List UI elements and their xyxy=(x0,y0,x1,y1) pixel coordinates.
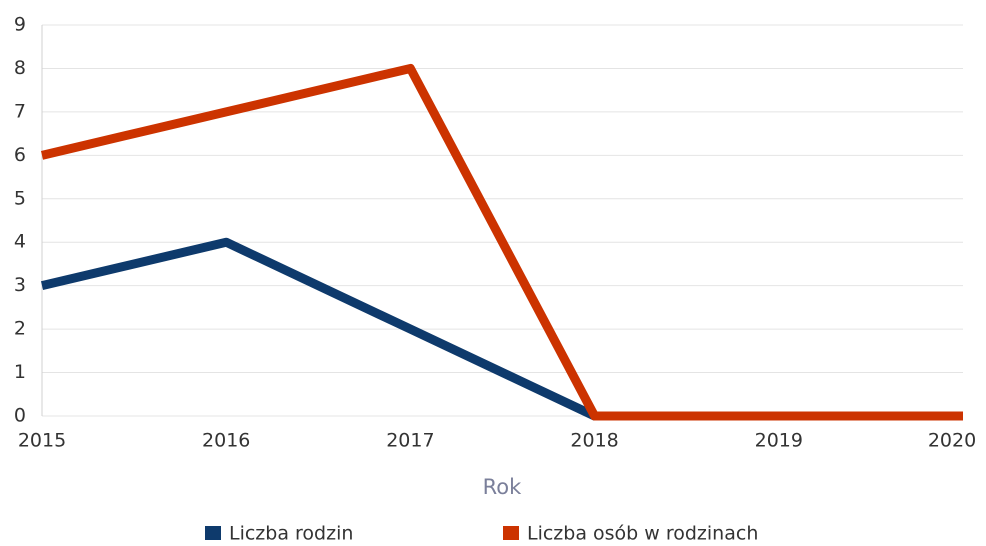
series-line xyxy=(40,63,963,421)
y-tick-label: 6 xyxy=(14,144,26,166)
y-tick-label: 0 xyxy=(14,405,26,427)
y-tick-label: 1 xyxy=(14,361,26,383)
y-tick-label: 5 xyxy=(14,187,26,209)
legend-swatch xyxy=(503,526,519,540)
x-tick-label: 2019 xyxy=(755,430,803,452)
x-tick-label: 2015 xyxy=(18,430,66,452)
legend-swatch xyxy=(205,526,221,540)
y-tick-label: 8 xyxy=(14,57,26,79)
y-tick-label: 7 xyxy=(14,100,26,122)
x-tick-label: 2020 xyxy=(928,430,976,452)
y-tick-label: 3 xyxy=(14,274,26,296)
legend-label: Liczba osób w rodzinach xyxy=(527,523,758,545)
x-axis-title: Rok xyxy=(483,475,522,499)
x-tick-label: 2018 xyxy=(570,430,618,452)
legend-label: Liczba rodzin xyxy=(229,523,353,545)
x-tick-label: 2016 xyxy=(202,430,250,452)
y-tick-label: 9 xyxy=(14,14,26,36)
y-tick-label: 4 xyxy=(14,231,26,253)
y-tick-label: 2 xyxy=(14,318,26,340)
x-tick-label: 2017 xyxy=(386,430,434,452)
